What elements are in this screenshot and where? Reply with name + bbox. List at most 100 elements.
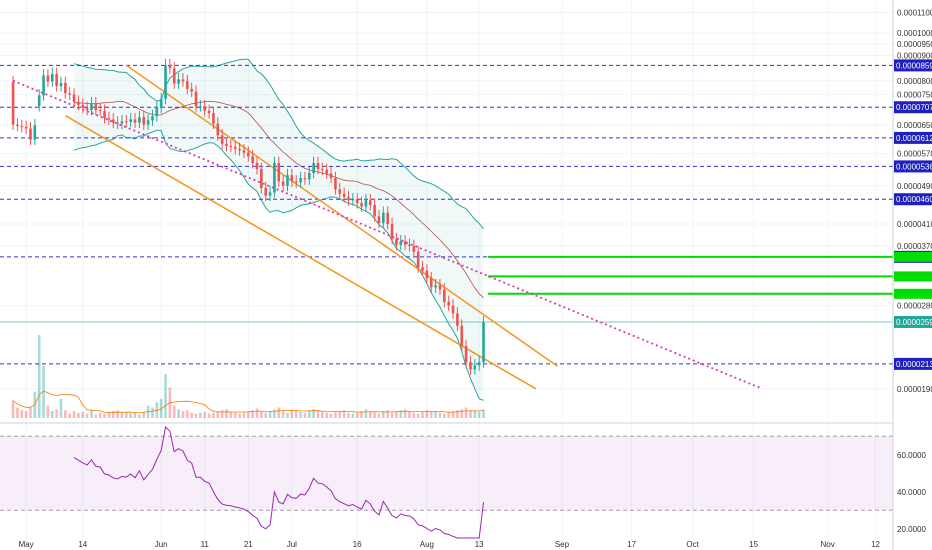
candle-body [412,245,416,252]
candle-body [460,325,464,346]
candle-body [429,278,433,288]
volume-bar [133,412,137,418]
candle-body [138,117,141,123]
volume-bar [395,411,398,418]
candle [443,283,446,308]
candle [294,175,298,188]
volume-bar [151,407,154,418]
volume-bar [469,410,472,418]
candle-body [273,162,276,193]
candle-body [268,192,272,196]
volume-bar [98,412,102,418]
volume-bar [347,412,350,418]
candle-body [142,117,146,125]
candle [469,355,472,375]
level-price-label: 0.00004602 [896,195,932,204]
volume-bar [416,413,420,418]
candle-body [434,285,437,288]
candle [11,75,15,131]
candle-body [50,74,54,82]
trend-channel [12,64,763,390]
rsi-tick-label: 60.0000 [897,451,926,460]
candle-body [312,162,315,174]
y-tick-label: 0.00005700 [897,149,932,158]
candle [290,168,294,187]
volume-bar [299,411,302,418]
candle [286,168,289,192]
candle-body [364,200,368,207]
candle-body [438,285,442,290]
candle [321,162,324,176]
candle [172,61,176,89]
candle-body [303,178,307,180]
candle-body [390,223,394,240]
volume-bar [303,412,307,418]
volume-bar [64,410,67,418]
candle-body [342,193,346,198]
level-price-label: 0.00005364 [896,162,932,171]
y-tick-label: 0.00001900 [897,385,932,394]
volume-bar [434,411,437,418]
volume-bar [425,410,429,418]
y-tick-label: 0.00006500 [897,121,932,130]
volume-bar [264,412,268,418]
candle [168,58,172,74]
volume-bar [482,409,485,418]
candle [264,181,268,202]
volume-bar [172,405,176,418]
candle [268,186,272,202]
candle-body [447,301,450,306]
candle [347,190,350,206]
x-tick-label: May [19,540,34,549]
volume-bar [29,407,32,418]
volume-bar [138,414,141,418]
candle [473,358,477,375]
level-price-tag [894,193,932,206]
volume-bar [59,398,63,418]
candle [355,192,359,209]
candle [220,129,224,150]
candle [29,122,32,145]
x-tick-label: 13 [475,540,484,549]
candle [382,206,385,229]
candle-body [125,121,128,123]
candle [103,104,106,124]
candle [246,146,250,162]
candle [242,144,246,159]
candle [125,114,128,128]
volume-bar [273,409,276,418]
candle [238,142,241,156]
volume-bar [399,410,403,418]
candle [399,235,403,251]
candle [338,182,342,200]
volume-bar [368,411,372,418]
level-price-label: 0.00008594 [896,61,932,70]
candle-body [64,82,67,94]
candle [177,73,180,89]
candle [412,239,416,258]
candle [281,175,285,192]
candle-body [190,88,193,92]
volume-bar [412,412,416,418]
candle [316,156,320,175]
volume-bar [225,409,228,418]
candle [77,95,80,111]
candle-body [386,212,389,224]
candle [229,139,233,153]
y-tick-label: 0.00009500 [897,40,932,49]
volume-bar [268,411,272,418]
level-price-tag [894,160,932,173]
candle-body [212,113,215,124]
candle-body [72,94,76,102]
volume-bar [373,412,376,418]
volume-bar [390,412,394,418]
candle [390,217,394,245]
candle [120,114,124,130]
volume-bar [421,411,424,418]
candle-body [90,103,93,110]
candle [416,245,420,273]
volume-bar [377,413,381,418]
candle-body [55,74,58,87]
candle-body [155,107,159,117]
